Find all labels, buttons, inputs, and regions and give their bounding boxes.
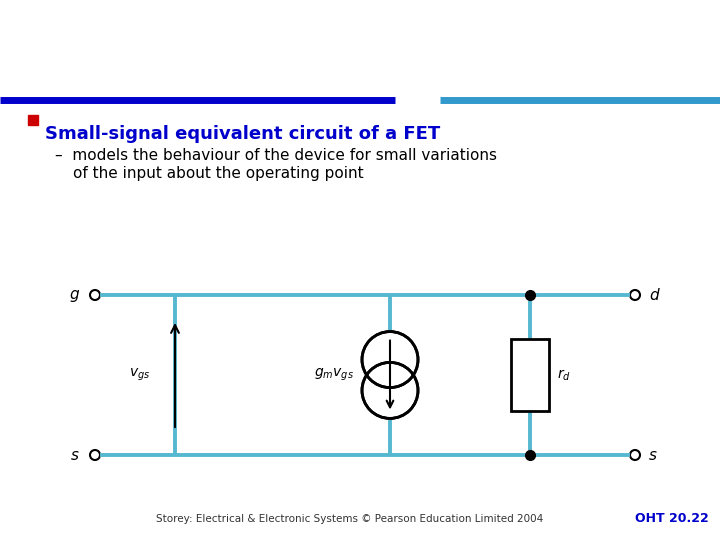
Bar bbox=[28, 115, 38, 125]
Bar bbox=[511, 339, 549, 411]
Text: $v_{gs}$: $v_{gs}$ bbox=[130, 367, 150, 383]
Text: s: s bbox=[71, 448, 79, 462]
Text: g: g bbox=[69, 287, 79, 302]
Text: Small-signal equivalent circuit of a FET: Small-signal equivalent circuit of a FET bbox=[45, 125, 440, 143]
Text: s: s bbox=[649, 448, 657, 462]
Text: –  models the behaviour of the device for small variations: – models the behaviour of the device for… bbox=[55, 148, 497, 163]
Text: OHT 20.22: OHT 20.22 bbox=[635, 512, 709, 525]
Circle shape bbox=[363, 363, 417, 417]
Text: $r_d$: $r_d$ bbox=[557, 367, 571, 383]
Text: Storey: Electrical & Electronic Systems © Pearson Education Limited 2004: Storey: Electrical & Electronic Systems … bbox=[156, 514, 544, 524]
Circle shape bbox=[363, 333, 417, 387]
Text: $g_m v_{gs}$: $g_m v_{gs}$ bbox=[314, 367, 354, 383]
Text: d: d bbox=[649, 287, 659, 302]
Text: of the input about the operating point: of the input about the operating point bbox=[73, 166, 364, 181]
